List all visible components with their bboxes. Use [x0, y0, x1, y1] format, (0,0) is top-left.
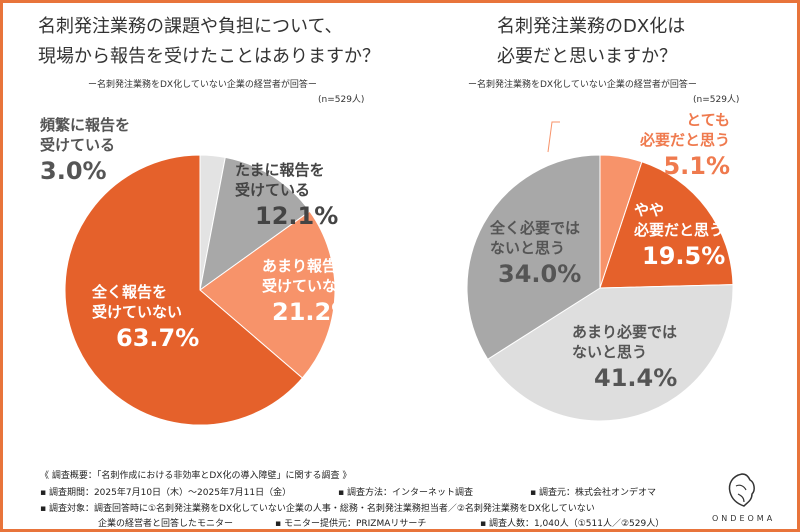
left-chart-n: (n=529人)	[318, 95, 365, 105]
monitor-provider: ▪ モニター提供元：PRIZMAリサーチ	[275, 519, 427, 529]
left-chart-title: 名刺発注業務の課題や負担について、 現場から報告を受けたことはありますか？	[38, 16, 380, 67]
right-chart-subtitle: ー名刺発注業務をDX化していない企業の経営者が回答ー	[468, 80, 697, 90]
survey-method: ▪ 調査方法：インターネット調査	[338, 488, 473, 498]
leader-line	[547, 121, 560, 153]
survey-source: ▪ 調査元：株式会社オンデオマ	[530, 488, 656, 498]
right-chart-n: (n=529人)	[693, 95, 740, 105]
pie-slice	[599, 161, 734, 289]
survey-overview: 《 調査概要：「名刺作成における非効率とDX化の導入障壁」に関する調査 》	[40, 471, 352, 481]
pie-slice	[199, 210, 336, 379]
left-pie	[64, 154, 336, 426]
survey-period: ▪ 調査期間：2025年7月10日（木）～2025年7月11日（金）	[40, 488, 292, 498]
pie-slice	[487, 284, 734, 422]
pie-slice	[64, 154, 304, 426]
ondeoma-logo: ONDEOMA	[712, 470, 772, 523]
slice-label: やや 必要だと思う 19.5%	[634, 201, 726, 270]
survey-target-cont: 企業の経営者と回答したモニター	[98, 519, 234, 529]
slice-label: とても 必要だと思う 5.1%	[640, 111, 731, 180]
slice-label: 全く報告を 受けていない 63.7%	[92, 283, 200, 352]
survey-target: ▪ 調査対象：調査回答時に①名刺発注業務をDX化していない企業の人事・総務・名刺…	[40, 504, 595, 514]
slice-label: あまり報告を 受けていない 21.2%	[262, 257, 356, 326]
survey-count: ▪ 調査人数：1,040人（①511人／②529人）	[480, 519, 665, 529]
slice-label: あまり必要では ないと思う 41.4%	[572, 323, 678, 392]
pie-slice	[199, 156, 311, 292]
right-chart-title: 名刺発注業務のDX化は 必要だと思いますか？	[497, 16, 686, 67]
slice-label: 全く必要では ないと思う 34.0%	[490, 219, 582, 288]
right-pie	[466, 154, 734, 422]
slice-label: たまに報告を 受けている 12.1%	[235, 161, 339, 230]
slice-label: 頻繁に報告を 受けている 3.0%	[40, 116, 131, 185]
pie-slice	[466, 154, 601, 360]
left-chart-subtitle: ー名刺発注業務をDX化していない企業の経営者が回答ー	[88, 80, 317, 90]
lion-head-icon	[728, 473, 755, 507]
logo-text: ONDEOMA	[712, 514, 776, 523]
